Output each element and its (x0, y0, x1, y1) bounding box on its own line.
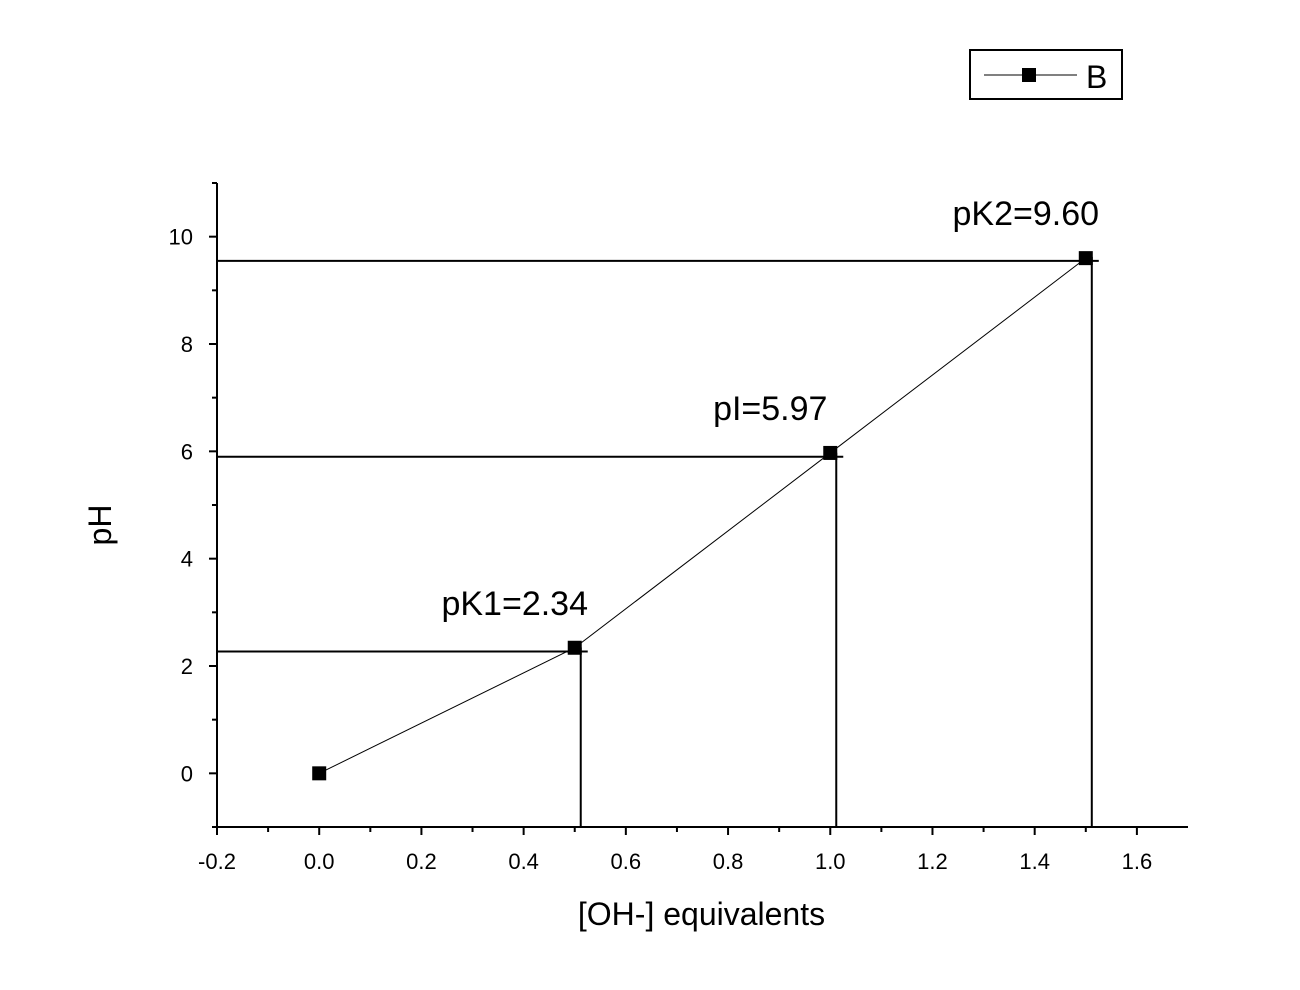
x-tick-label: -0.2 (198, 849, 236, 874)
series-line-B (318, 257, 1087, 774)
y-tick-label: 4 (181, 547, 193, 572)
y-tick-label: 6 (181, 439, 193, 464)
data-point-marker (567, 640, 582, 655)
x-tick-label: 0.6 (611, 849, 642, 874)
data-point-marker (1078, 251, 1093, 266)
x-tick-label: 0.4 (508, 849, 539, 874)
y-tick-label: 2 (181, 654, 193, 679)
series-markers (312, 251, 1093, 781)
legend-marker-sample (1022, 68, 1036, 82)
y-axis-title: pH (82, 505, 118, 546)
x-tick-label: 1.6 (1122, 849, 1153, 874)
x-tick-label: 0.8 (713, 849, 744, 874)
legend: B (969, 49, 1123, 100)
annotations: pK1=2.34 pI=5.97 pK2=9.60 (441, 195, 1099, 623)
data-point-marker (312, 766, 327, 781)
x-tick-label: 1.0 (815, 849, 846, 874)
data-point-marker (823, 445, 838, 460)
point-annotation: pI=5.97 (713, 390, 827, 428)
y-tick-label: 0 (181, 761, 193, 786)
reference-lines (217, 256, 1099, 827)
series-lines (318, 257, 1087, 774)
point-annotation: pK1=2.34 (441, 585, 588, 623)
y-tick-label: 8 (181, 332, 193, 357)
x-tick-label: 1.2 (917, 849, 948, 874)
legend-label: B (1086, 59, 1107, 95)
axes: -0.2 0.0 0.2 0.4 0.6 0.8 1.0 1.2 1.4 1.6 0 2 4 6 8 10 (169, 182, 1188, 874)
x-tick-label: 0.2 (406, 849, 437, 874)
point-annotation: pK2=9.60 (953, 195, 1100, 233)
x-axis-title: [OH-] equivalents (578, 896, 825, 932)
x-tick-label: 0.0 (304, 849, 335, 874)
x-tick-label: 1.4 (1019, 849, 1050, 874)
y-tick-label: 10 (169, 225, 193, 250)
